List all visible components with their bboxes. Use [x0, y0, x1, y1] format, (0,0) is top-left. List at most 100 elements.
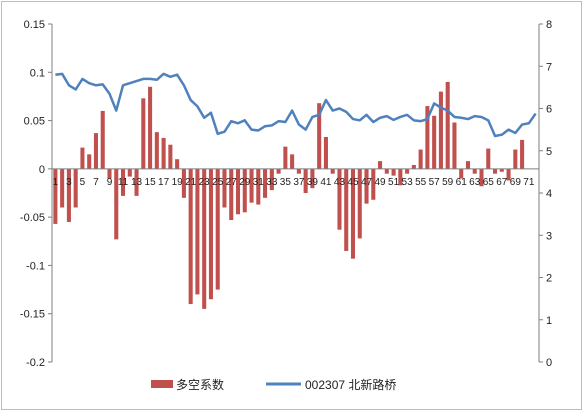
bar-mark: [181, 168, 186, 198]
plot-area: [52, 24, 539, 362]
x-tick-label: 11: [118, 177, 129, 188]
x-tick-label: 21: [185, 177, 197, 188]
bar-mark: [425, 106, 430, 169]
bar-mark: [107, 168, 112, 179]
bar-mark: [337, 168, 342, 230]
bar-mark: [208, 168, 213, 300]
left-tick-label: -0.05: [20, 212, 45, 224]
bar-mark: [249, 168, 254, 203]
bar-mark: [398, 168, 403, 186]
right-tick-label: 3: [546, 230, 552, 242]
legend-line-label: 002307 北新路桥: [305, 377, 396, 392]
x-tick-label: 47: [361, 177, 373, 188]
axes-group: -0.2-0.15-0.1-0.0500.050.10.150123456781…: [20, 19, 552, 369]
legend: 多空系数 002307 北新路桥: [151, 377, 396, 392]
bar-mark: [499, 168, 504, 172]
right-tick-label: 0: [546, 357, 552, 369]
bar-mark: [276, 168, 281, 174]
x-tick-label: 33: [266, 177, 278, 188]
x-tick-label: 61: [456, 177, 468, 188]
bar-mark: [141, 98, 146, 169]
bar-mark: [269, 168, 274, 191]
bar-mark: [134, 168, 139, 196]
left-tick-label: -0.2: [26, 357, 45, 369]
bar-mark: [364, 168, 369, 204]
x-tick-label: 39: [307, 177, 319, 188]
right-tick-label: 1: [546, 315, 552, 327]
right-tick-label: 7: [546, 61, 552, 73]
bar-mark: [154, 132, 159, 169]
left-tick-label: -0.15: [20, 309, 45, 321]
x-tick-label: 69: [510, 177, 522, 188]
bar-mark: [479, 168, 484, 187]
bar-mark: [114, 168, 119, 240]
bar-mark: [350, 168, 356, 259]
bar-mark: [418, 149, 423, 169]
bar-mark: [445, 81, 450, 169]
x-tick-label: 67: [496, 177, 508, 188]
x-tick-label: 53: [402, 177, 414, 188]
x-tick-label: 27: [226, 177, 238, 188]
bar-mark: [100, 110, 105, 169]
bar-mark: [290, 154, 295, 169]
x-tick-label: 63: [469, 177, 481, 188]
bar-mark: [60, 168, 65, 208]
bar-mark: [310, 168, 315, 189]
bar-mark: [242, 168, 247, 213]
x-tick-label: 51: [388, 177, 400, 188]
x-tick-label: 49: [374, 177, 386, 188]
bar-mark: [317, 103, 322, 169]
x-tick-label: 1: [53, 177, 59, 188]
left-tick-label: 0: [39, 164, 45, 176]
bar-mark: [175, 159, 180, 169]
bar-mark: [438, 91, 443, 169]
bars-group: [53, 81, 525, 309]
x-tick-label: 57: [429, 177, 441, 188]
x-tick-label: 19: [172, 177, 184, 188]
right-tick-label: 5: [546, 146, 552, 158]
right-tick-label: 6: [546, 104, 552, 116]
bar-mark: [229, 168, 234, 221]
x-tick-label: 35: [280, 177, 292, 188]
bar-mark: [330, 168, 335, 174]
bar-mark: [188, 168, 193, 305]
bar-mark: [296, 168, 301, 174]
x-tick-label: 15: [145, 177, 157, 188]
x-tick-label: 45: [347, 177, 359, 188]
x-tick-label: 17: [158, 177, 170, 188]
x-tick-label: 25: [212, 177, 224, 188]
plot-background: [52, 24, 539, 362]
price-line: [55, 72, 537, 138]
x-tick-label: 3: [66, 177, 72, 188]
bar-mark: [405, 168, 410, 174]
bar-mark: [73, 168, 78, 208]
x-tick-label: 71: [523, 177, 535, 188]
bar-mark: [513, 149, 518, 169]
x-tick-label: 29: [239, 177, 251, 188]
x-tick-label: 41: [320, 177, 332, 188]
right-tick-label: 8: [546, 19, 552, 31]
bar-mark: [391, 168, 396, 176]
x-tick-label: 55: [415, 177, 427, 188]
bar-mark: [520, 139, 525, 169]
x-tick-label: 31: [253, 177, 265, 188]
x-tick-label: 37: [293, 177, 305, 188]
bar-mark: [127, 168, 132, 177]
left-tick-label: 0.1: [30, 67, 45, 79]
x-tick-label: 65: [483, 177, 495, 188]
bar-mark: [344, 168, 349, 251]
x-tick-label: 13: [131, 177, 143, 188]
bar-mark: [168, 144, 173, 169]
bar-mark: [283, 146, 288, 169]
bar-mark: [235, 168, 241, 215]
line-group: [55, 72, 537, 138]
legend-bar-label: 多空系数: [176, 377, 224, 392]
bar-mark: [195, 168, 200, 295]
bar-mark: [486, 148, 491, 169]
bar-mark: [53, 168, 58, 224]
bar-mark: [357, 168, 362, 239]
left-tick-label: 0.15: [24, 19, 45, 31]
chart-svg: -0.2-0.15-0.1-0.0500.050.10.150123456781…: [20, 19, 552, 392]
legend-bar-swatch: [151, 380, 173, 388]
